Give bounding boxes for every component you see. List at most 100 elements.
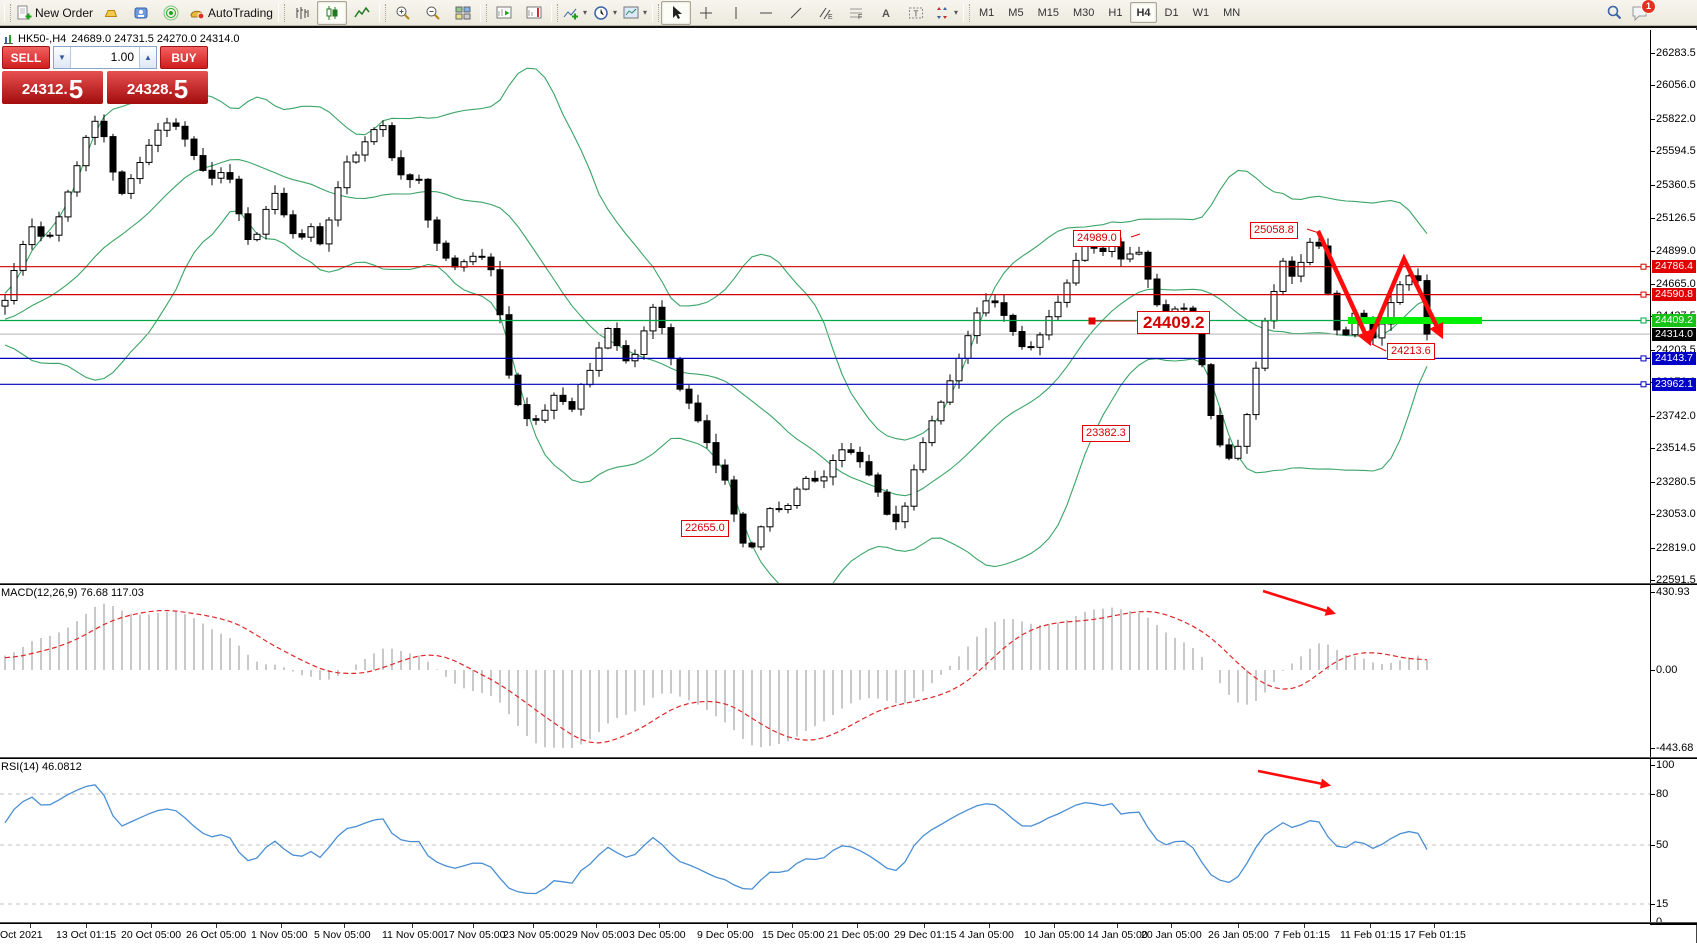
clock-icon (593, 5, 609, 21)
trend-arrow (1366, 253, 1444, 343)
toolbar-grip (378, 3, 386, 22)
time-tick-label: 20 Jan 05:00 (1141, 929, 1202, 941)
timeframe-button-m1[interactable]: M1 (979, 6, 995, 19)
vertical-line-tool-button[interactable] (721, 1, 751, 25)
price-annotation[interactable]: 23382.3 (1082, 425, 1130, 442)
price-tick (1651, 85, 1655, 86)
autotrading-icon (189, 5, 205, 21)
timeframe-button-mn[interactable]: MN (1223, 6, 1241, 19)
zoom-in-button[interactable] (388, 1, 418, 25)
price-tick-label: 24899.0 (1656, 245, 1696, 257)
timeframe-button-h4[interactable]: H4 (1130, 2, 1157, 23)
time-tick-label: 4 Jan 05:00 (959, 929, 1014, 941)
macd-axis[interactable]: 430.93 0.00 -443.68 (1651, 585, 1697, 757)
price-chart-canvas[interactable]: HK50-,H4 24689.0 24731.5 24270.0 24314.0… (0, 30, 1651, 583)
candlestick-series (1, 114, 1431, 551)
panel-divider[interactable] (0, 922, 1697, 925)
rsi-line (4, 784, 1428, 895)
channel-tool-button[interactable]: E (811, 1, 841, 25)
text-label-tool-button[interactable]: T (901, 1, 931, 25)
volume-increase-button[interactable]: ▲ (139, 47, 156, 68)
price-tick-label: 24665.0 (1656, 278, 1696, 290)
macd-signal-line (4, 609, 1428, 744)
price-annotation[interactable]: 24213.6 (1387, 343, 1435, 360)
candlestick-chart-button[interactable] (316, 0, 347, 25)
new-order-icon (16, 5, 32, 21)
volume-decrease-button[interactable]: ▼ (54, 47, 71, 68)
new-order-button[interactable]: New Order (13, 1, 96, 25)
toolbar-grip (4, 3, 11, 22)
auto-scroll-icon (496, 5, 512, 21)
price-tick-label: 23514.5 (1656, 442, 1696, 454)
chart-symbol-period: HK50-,H4 (18, 33, 67, 45)
notifications-button[interactable]: 1 (1631, 0, 1656, 21)
text-tool-button[interactable]: A (871, 1, 901, 25)
macd-panel[interactable]: MACD(12,26,9) 76.68 117.03 (0, 585, 1651, 757)
auto-scroll-button[interactable] (489, 1, 519, 25)
signal-button[interactable] (156, 1, 186, 25)
price-tick-label: 23280.5 (1656, 476, 1696, 488)
time-tick-label: 23 Nov 05:00 (503, 929, 566, 941)
templates-button[interactable]: ▾ (620, 1, 650, 25)
terminal-button[interactable] (126, 1, 156, 25)
rsi-panel[interactable]: RSI(14) 46.0812 (0, 759, 1651, 922)
gold-bar-icon (103, 5, 119, 21)
time-tick-label: 17 Nov 05:00 (443, 929, 506, 941)
time-axis[interactable]: Oct 2021 13 Oct 01:15 20 Oct 05:00 26 Oct 0… (0, 924, 1650, 945)
timeframe-button-m15[interactable]: M15 (1037, 6, 1059, 19)
cursor-tool-button[interactable] (661, 0, 691, 25)
volume-value[interactable]: 1.00 (110, 50, 134, 64)
fibonacci-icon: F (848, 5, 864, 21)
svg-text:T: T (914, 9, 919, 18)
timeframe-button-h1[interactable]: H1 (1108, 6, 1123, 19)
price-annotation[interactable]: 22655.0 (681, 520, 729, 537)
crosshair-tool-button[interactable] (691, 1, 721, 25)
price-tick-label: 25594.5 (1656, 145, 1696, 157)
panel-divider[interactable] (0, 757, 1697, 760)
trendline-icon (788, 5, 804, 21)
bid-price-panel[interactable]: 24312. 5 (2, 71, 103, 104)
price-annotation[interactable]: 24409.2 (1137, 311, 1211, 334)
gold-button[interactable] (96, 1, 126, 25)
indicators-button[interactable]: ▾ (560, 1, 590, 25)
tile-windows-button[interactable] (448, 1, 478, 25)
time-tick (86, 924, 87, 928)
chart-window: HK50-,H4 24689.0 24731.5 24270.0 24314.0… (0, 26, 1697, 945)
zoom-out-button[interactable] (418, 1, 448, 25)
price-tick-label: 22819.0 (1656, 542, 1696, 554)
price-annotation[interactable]: 24989.0 (1073, 230, 1121, 247)
buy-button[interactable]: BUY (160, 46, 208, 69)
time-tick-label: 21 Dec 05:00 (827, 929, 890, 941)
ask-price-panel[interactable]: 24328. 5 (107, 71, 208, 104)
chart-ohlc-values: 24689.0 24731.5 24270.0 24314.0 (71, 33, 240, 45)
price-tick (1651, 548, 1655, 549)
fibonacci-tool-button[interactable]: F (841, 1, 871, 25)
horizontal-line-tool-button[interactable] (751, 1, 781, 25)
rsi-tick (1651, 794, 1655, 795)
timeframe-button-d1[interactable]: D1 (1164, 6, 1179, 19)
price-tick-label: 26056.0 (1656, 79, 1696, 91)
arrows-tool-button[interactable]: ▾ (931, 1, 961, 25)
search-icon[interactable] (1606, 4, 1623, 21)
panel-divider[interactable] (0, 583, 1697, 586)
price-tick-label: 23742.0 (1656, 410, 1696, 422)
line-chart-button[interactable] (347, 1, 377, 25)
rsi-axis[interactable]: 1008050150 (1651, 759, 1697, 928)
bar-chart-icon (294, 5, 310, 21)
periods-button[interactable]: ▾ (590, 1, 620, 25)
chart-shift-button[interactable] (519, 1, 549, 25)
price-tick (1651, 284, 1655, 285)
timeframe-button-m5[interactable]: M5 (1008, 6, 1024, 19)
trendline-tool-button[interactable] (781, 1, 811, 25)
toolbar-grip (652, 3, 659, 22)
price-annotation[interactable]: 25058.8 (1250, 222, 1298, 239)
autotrading-button[interactable]: AutoTrading (186, 1, 276, 25)
price-axis[interactable]: 26283.5 26056.0 25822.0 25594.5 25360.5 25126… (1651, 30, 1697, 586)
macd-tick (1651, 670, 1655, 671)
tile-windows-icon (455, 5, 471, 21)
bar-chart-button[interactable] (287, 1, 317, 25)
sell-button[interactable]: SELL (2, 46, 50, 69)
timeframe-button-w1[interactable]: W1 (1192, 6, 1210, 19)
template-icon (623, 5, 639, 21)
timeframe-button-m30[interactable]: M30 (1072, 6, 1095, 19)
